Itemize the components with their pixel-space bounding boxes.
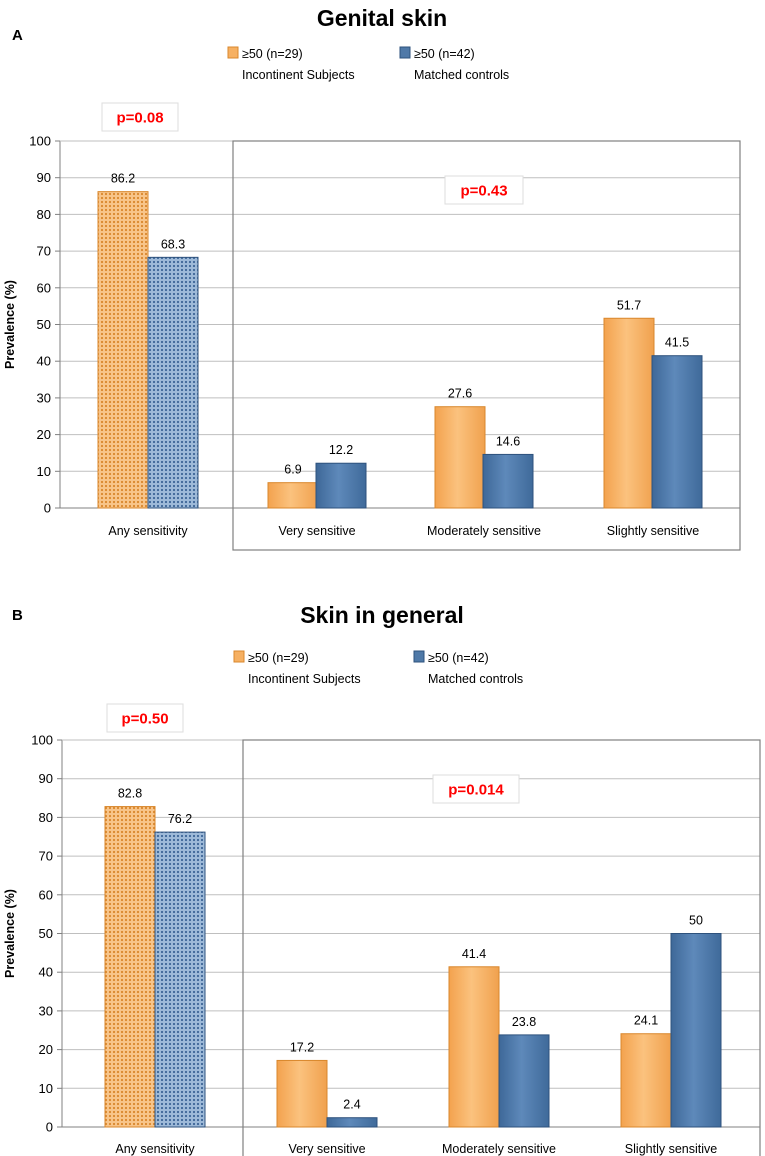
bar-controls-slightly-sensitive	[651, 355, 703, 509]
x-category-label: Moderately sensitive	[427, 524, 541, 538]
x-category-label: Any sensitivity	[115, 1142, 195, 1156]
bar-controls-moderately-sensitive	[482, 453, 534, 509]
bar-value-label: 17.2	[290, 1040, 314, 1054]
y-tick-label: 10	[39, 1081, 53, 1096]
x-category-label: Slightly sensitive	[625, 1142, 717, 1156]
y-tick-label: 20	[39, 1042, 53, 1057]
legend-item-subjects: ≥50 (n=29) Incontinent Subjects	[233, 650, 361, 686]
x-category-label: Very sensitive	[278, 524, 355, 538]
x-category-label: Slightly sensitive	[607, 524, 699, 538]
orange-square-icon	[233, 650, 245, 663]
p-value-box	[106, 703, 184, 733]
x-category-label: Any sensitivity	[108, 524, 188, 538]
legend-series-name: ≥50 (n=29)	[248, 651, 309, 665]
y-tick-label: 100	[29, 134, 51, 149]
bar-value-label: 68.3	[161, 237, 185, 251]
bar-value-label: 23.8	[512, 1015, 536, 1029]
bar-controls-very-sensitive	[326, 1117, 378, 1128]
y-tick-label: 90	[37, 170, 51, 185]
bar-value-label: 2.4	[343, 1098, 360, 1112]
sensitivity-levels-box	[242, 739, 761, 1156]
y-tick-label: 30	[37, 390, 51, 405]
y-tick-label: 10	[37, 464, 51, 479]
p-value-label: p=0.08	[116, 110, 163, 127]
y-tick-label: 80	[37, 207, 51, 222]
bar-subjects-slightly-sensitive	[620, 1033, 672, 1128]
bar-value-label: 12.2	[329, 443, 353, 457]
legend-item-controls: ≥50 (n=42) Matched controls	[399, 46, 509, 82]
panel-label: B	[12, 607, 23, 624]
bar-controls-slightly-sensitive	[670, 933, 722, 1128]
bar-value-label: 50	[689, 914, 703, 928]
y-tick-label: 20	[37, 427, 51, 442]
bar-value-label: 6.9	[284, 463, 301, 477]
legend-series-subtitle: Matched controls	[428, 672, 523, 686]
y-tick-label: 70	[37, 244, 51, 259]
y-tick-label: 0	[44, 501, 51, 516]
bar-value-label: 86.2	[111, 172, 135, 186]
y-tick-label: 80	[39, 810, 53, 825]
blue-square-icon	[399, 46, 411, 59]
y-tick-label: 40	[39, 965, 53, 980]
legend-series-name: ≥50 (n=42)	[414, 47, 475, 61]
chart-panel-b: B Skin in general ≥50 (n=29) Incontinent Su…	[0, 578, 765, 1156]
p-value-box	[432, 774, 520, 804]
chart-title: Genital skin	[317, 5, 447, 31]
p-value-label: p=0.014	[448, 782, 504, 799]
x-category-label: Moderately sensitive	[442, 1142, 556, 1156]
bar-subjects-any-sensitivity	[97, 191, 149, 509]
bar-value-label: 24.1	[634, 1014, 658, 1028]
bar-controls-any-sensitivity	[154, 831, 206, 1128]
legend-series-subtitle: Incontinent Subjects	[248, 672, 361, 686]
bar-subjects-very-sensitive	[267, 482, 319, 509]
bar-value-label: 41.5	[665, 336, 689, 350]
bar-chart: B Skin in general ≥50 (n=29) Incontinent Su…	[3, 602, 761, 1156]
p-value-box	[444, 175, 524, 205]
legend-item-subjects: ≥50 (n=29) Incontinent Subjects	[227, 46, 355, 82]
bar-value-label: 27.6	[448, 387, 472, 401]
y-tick-label: 90	[39, 771, 53, 786]
orange-square-icon	[227, 46, 239, 59]
bar-subjects-slightly-sensitive	[603, 317, 655, 509]
bar-controls-very-sensitive	[315, 462, 367, 509]
legend-series-name: ≥50 (n=29)	[242, 47, 303, 61]
chart-panel-a: A Genital skin ≥50 (n=29) Incontinent Subje…	[3, 5, 741, 551]
p-value-label: p=0.43	[460, 183, 507, 200]
y-axis-label: Prevalence (%)	[3, 280, 17, 369]
bar-value-label: 82.8	[118, 787, 142, 801]
sensitivity-levels-box	[232, 140, 741, 551]
y-tick-label: 70	[39, 849, 53, 864]
bar-subjects-moderately-sensitive	[434, 406, 486, 509]
y-tick-label: 40	[37, 354, 51, 369]
y-tick-label: 30	[39, 1003, 53, 1018]
panel-label: A	[12, 27, 23, 44]
legend-item-controls: ≥50 (n=42) Matched controls	[413, 650, 523, 686]
p-value-label: p=0.50	[121, 711, 168, 728]
bar-subjects-moderately-sensitive	[448, 966, 500, 1128]
p-value-box	[101, 102, 179, 132]
bar-controls-any-sensitivity	[147, 256, 199, 509]
y-tick-label: 100	[31, 733, 53, 748]
bar-value-label: 41.4	[462, 947, 486, 961]
y-tick-label: 60	[39, 887, 53, 902]
bar-value-label: 76.2	[168, 812, 192, 826]
y-tick-label: 0	[46, 1120, 53, 1135]
bar-controls-moderately-sensitive	[498, 1034, 550, 1128]
bar-chart: A Genital skin ≥50 (n=29) Incontinent Subje…	[3, 5, 741, 551]
y-tick-label: 50	[37, 317, 51, 332]
bar-value-label: 14.6	[496, 434, 520, 448]
legend-series-subtitle: Matched controls	[414, 68, 509, 82]
y-tick-label: 50	[39, 926, 53, 941]
y-tick-label: 60	[37, 280, 51, 295]
x-category-label: Very sensitive	[288, 1142, 365, 1156]
bar-value-label: 51.7	[617, 298, 641, 312]
legend-series-subtitle: Incontinent Subjects	[242, 68, 355, 82]
bar-subjects-any-sensitivity	[104, 806, 156, 1128]
chart-title: Skin in general	[300, 602, 464, 628]
blue-square-icon	[413, 650, 425, 663]
bar-subjects-very-sensitive	[276, 1059, 328, 1128]
y-axis-label: Prevalence (%)	[3, 889, 17, 978]
legend-series-name: ≥50 (n=42)	[428, 651, 489, 665]
